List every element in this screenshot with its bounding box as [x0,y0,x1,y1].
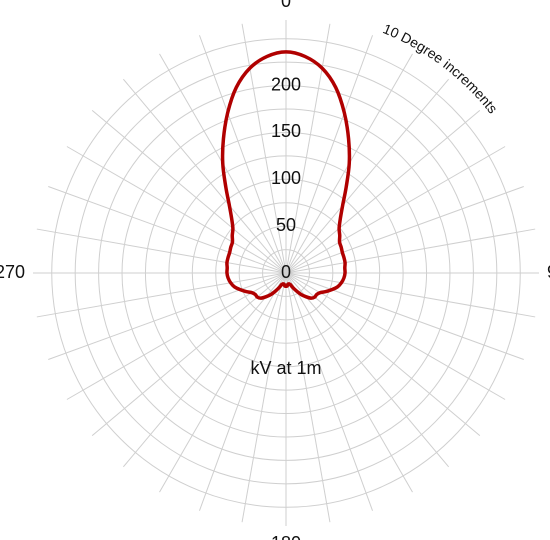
grid-spoke [122,78,287,274]
grid-spoke [36,228,287,274]
grid-spoke [285,272,373,511]
grid-spoke [66,272,287,400]
grid-spoke [285,186,524,274]
angle-tick-label-270: 270 [0,262,25,282]
grid-spoke [122,272,287,468]
grid-spoke [66,146,287,274]
unit-label: kV at 1m [250,358,321,378]
grid-spoke [159,272,287,493]
grid-spoke [91,272,287,437]
grid-spoke [285,272,506,400]
grid-spoke [48,186,287,274]
grid-spoke [285,272,524,360]
radial-tick-label-200: 200 [271,74,301,94]
grid-spoke [48,272,287,360]
radial-tick-label-50: 50 [276,215,296,235]
radial-tick-label-150: 150 [271,121,301,141]
angle-tick-label-180: 180 [271,533,301,540]
radiation-pattern-line [220,50,352,300]
grid-spoke [91,109,287,274]
grid-spoke [285,78,450,274]
radial-tick-label-100: 100 [271,168,301,188]
angle-tick-label-0: 0 [281,0,291,11]
grid-spoke [285,35,373,274]
radial-tick-label-0: 0 [281,262,291,282]
grid-spoke [285,272,413,493]
grid-spoke [285,272,450,468]
increment-note-text: 10 Degree increments [381,20,501,116]
grid-spoke [285,146,506,274]
angle-tick-label-90: 90 [547,262,550,282]
grid-spoke [285,272,481,437]
grid-spoke [36,272,287,318]
grid-spoke [285,228,536,274]
grid-spoke [241,272,287,523]
grid-spoke [285,23,331,274]
grid-spoke [241,23,287,274]
grid-spoke [199,272,287,511]
grid-spoke [199,35,287,274]
grid-spoke [285,109,481,274]
increment-note: 10 Degree increments [381,20,501,116]
grid-spoke [285,272,331,523]
grid-spoke [285,272,536,318]
